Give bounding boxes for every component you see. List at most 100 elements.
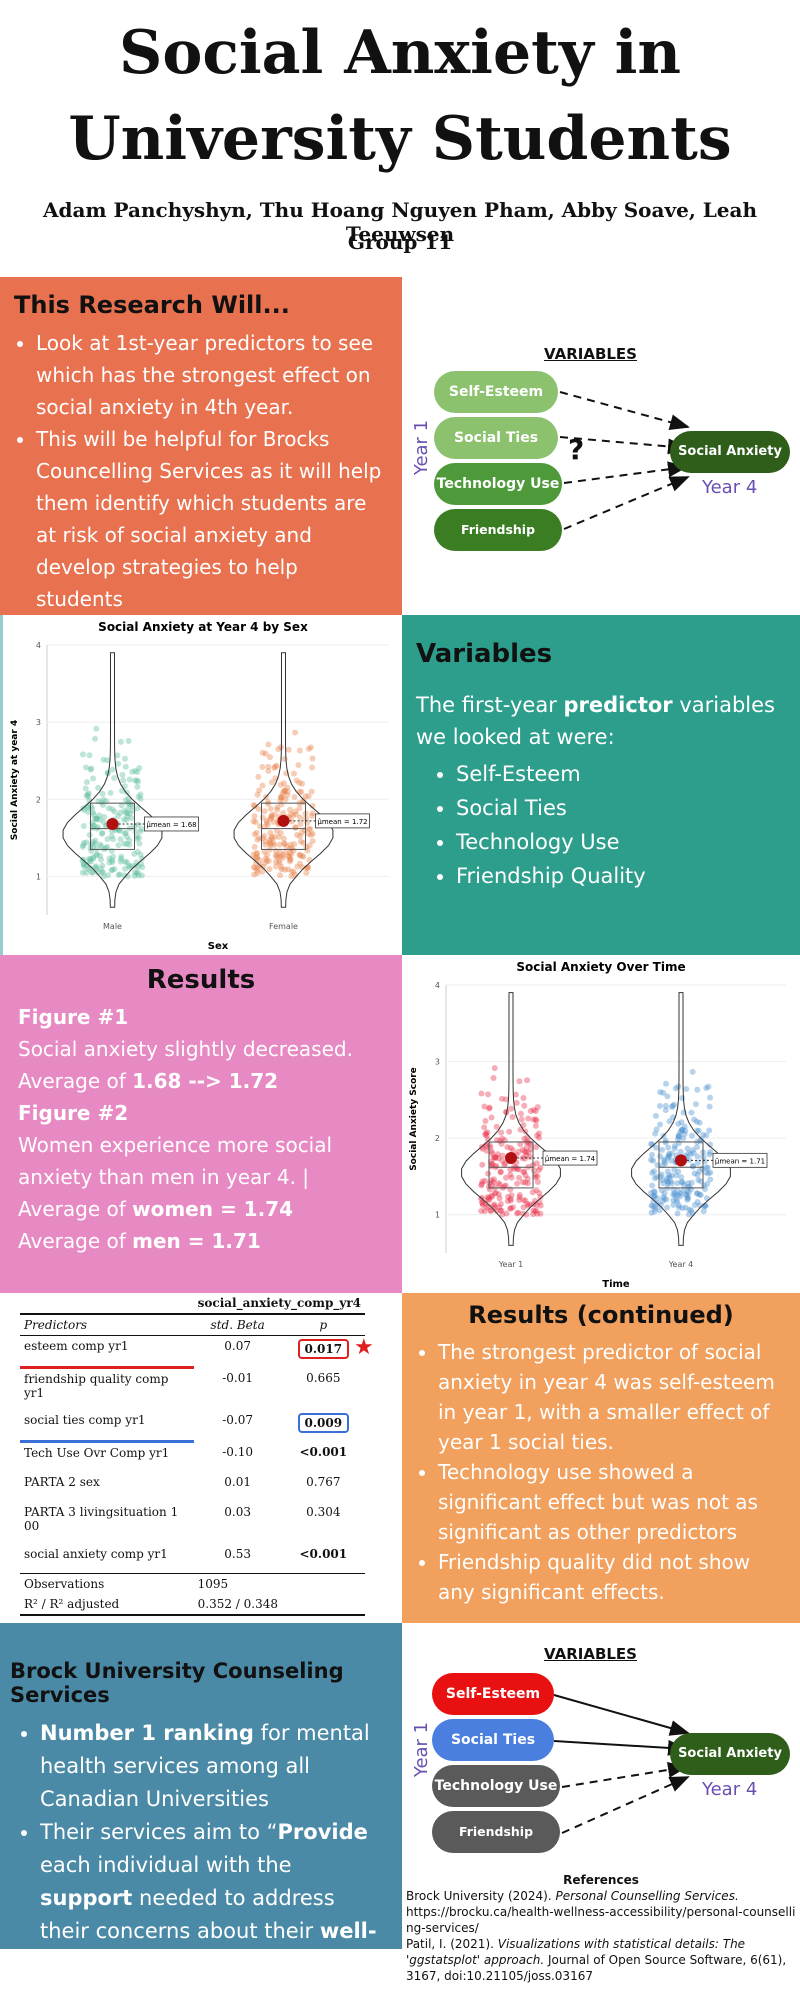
- data-point: [694, 1190, 701, 1197]
- data-point: [307, 831, 314, 838]
- data-point: [285, 866, 292, 873]
- data-point: [481, 1103, 488, 1110]
- data-point: [288, 868, 295, 875]
- data-point: [93, 725, 100, 732]
- data-point: [502, 1096, 509, 1103]
- data-point: [488, 1177, 495, 1184]
- data-point: [706, 1103, 713, 1110]
- data-point: [526, 1201, 533, 1208]
- data-point: [250, 851, 257, 858]
- data-point: [305, 793, 312, 800]
- data-point: [267, 805, 274, 812]
- data-point: [664, 1168, 671, 1175]
- data-point: [133, 835, 140, 842]
- data-point: [124, 810, 131, 817]
- data-point: [653, 1173, 660, 1180]
- data-point: [681, 1131, 688, 1138]
- figure2-text: Women experience more social anxiety tha…: [18, 1133, 333, 1189]
- data-point: [97, 841, 104, 848]
- data-point: [487, 1207, 494, 1214]
- data-point: [86, 797, 93, 804]
- variables-intro-bold: predictor: [563, 693, 673, 717]
- data-point: [94, 851, 101, 858]
- variables-diagram-1: VARIABLES Year 1 Self-Esteem Social Ties…: [402, 277, 800, 615]
- data-point: [486, 1104, 493, 1111]
- data-point: [305, 830, 312, 837]
- data-point: [134, 805, 141, 812]
- poster-title-line2: University Students: [68, 104, 732, 174]
- data-point: [272, 858, 279, 865]
- data-point: [694, 1159, 701, 1166]
- data-point: [483, 1130, 490, 1137]
- data-point: [707, 1094, 714, 1101]
- data-point: [675, 1083, 682, 1090]
- data-point: [252, 819, 259, 826]
- data-point: [280, 809, 287, 816]
- data-point: [702, 1169, 709, 1176]
- data-point: [651, 1188, 658, 1195]
- data-point: [296, 805, 303, 812]
- data-point: [84, 791, 91, 798]
- data-point: [706, 1127, 713, 1134]
- diagram1-year4-label: Year 4: [702, 477, 758, 498]
- data-point: [670, 1201, 677, 1208]
- data-point: [673, 1172, 680, 1179]
- data-point: [281, 840, 288, 847]
- data-point: [652, 1205, 659, 1212]
- data-point: [703, 1195, 710, 1202]
- data-point: [123, 840, 130, 847]
- data-point: [679, 1126, 686, 1133]
- data-point: [693, 1118, 700, 1125]
- data-point: [296, 860, 303, 867]
- data-point: [297, 814, 304, 821]
- row-p: 0.304: [306, 1504, 341, 1519]
- data-point: [90, 809, 97, 816]
- results-continued-panel: Results (continued) The strongest predic…: [402, 1293, 800, 1623]
- data-point: [507, 1205, 514, 1212]
- data-point: [662, 1139, 669, 1146]
- data-point: [89, 838, 96, 845]
- data-point: [534, 1179, 541, 1186]
- data-point: [492, 1204, 499, 1211]
- data-point: [262, 841, 269, 848]
- data-point: [267, 841, 274, 848]
- data-point: [688, 1207, 695, 1214]
- data-point: [281, 866, 288, 873]
- data-point: [666, 1150, 673, 1157]
- data-point: [659, 1176, 666, 1183]
- diagram1-arrows: [559, 391, 690, 530]
- data-point: [684, 1196, 691, 1203]
- data-point: [497, 1138, 504, 1145]
- data-point: [676, 1133, 683, 1140]
- data-point: [309, 802, 316, 809]
- data-point: [700, 1208, 707, 1215]
- brock-bullet-2-bold2: support: [40, 1886, 133, 1910]
- data-point: [515, 1148, 522, 1155]
- box: [488, 1141, 534, 1189]
- row-beta: -0.10: [222, 1444, 254, 1459]
- reference-1-title: Personal Counselling Services.: [555, 1889, 739, 1903]
- data-point: [660, 1180, 667, 1187]
- data-point: [264, 851, 271, 858]
- data-point: [251, 813, 258, 820]
- data-point: [492, 1155, 499, 1162]
- data-point: [309, 837, 316, 844]
- data-point: [125, 805, 132, 812]
- data-point: [496, 1181, 503, 1188]
- chart-sex-violin: Social Anxiety at Year 4 by Sex 1 2 3 4 Socia…: [0, 615, 405, 955]
- data-point: [668, 1103, 675, 1110]
- data-point: [107, 789, 114, 796]
- data-point: [254, 870, 261, 877]
- reference-1-url[interactable]: https://brocku.ca/health-wellness-access…: [406, 1905, 796, 1935]
- data-point: [481, 1208, 488, 1215]
- data-point: [507, 1144, 514, 1151]
- data-point: [688, 1132, 695, 1139]
- data-point: [522, 1172, 529, 1179]
- data-point: [689, 1068, 696, 1075]
- data-point: [291, 793, 298, 800]
- data-point: [87, 856, 94, 863]
- row-beta: 0.01: [224, 1474, 251, 1489]
- data-point: [704, 1164, 711, 1171]
- data-point: [503, 1174, 510, 1181]
- data-point: [268, 779, 275, 786]
